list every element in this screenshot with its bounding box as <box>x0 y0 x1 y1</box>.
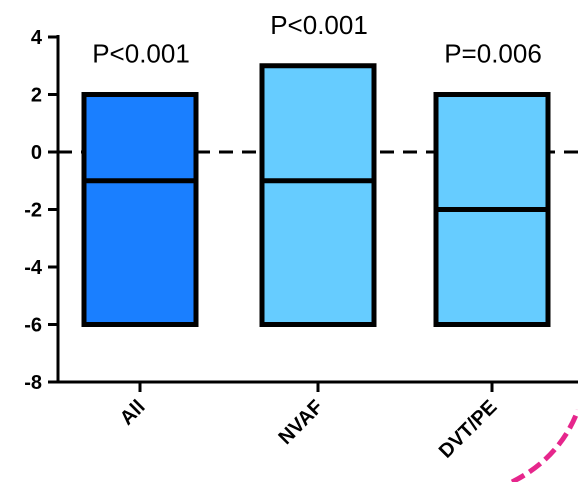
y-tick-label: -4 <box>24 257 43 279</box>
p-value-label: P<0.001 <box>270 10 368 40</box>
y-tick-label: 2 <box>31 85 42 107</box>
y-tick-label: -6 <box>24 315 42 337</box>
y-tick-label: 4 <box>31 27 43 49</box>
boxes <box>81 63 551 327</box>
p-value-labels: P<0.001 P<0.001 P=0.006 <box>92 10 542 69</box>
y-tick-label: -8 <box>24 372 42 394</box>
x-axis: All NVAF DVT/PE <box>56 380 578 463</box>
y-axis: 4 2 0 -2 -4 -6 -8 <box>24 27 60 394</box>
box-nvaf <box>259 63 377 327</box>
x-category-label: DVT/PE <box>435 396 502 463</box>
x-category-label: All <box>116 396 150 430</box>
y-tick-label: -2 <box>24 200 42 222</box>
p-value-label: P=0.006 <box>444 39 542 69</box>
p-value-label: P<0.001 <box>92 39 190 69</box>
box-all <box>81 92 199 327</box>
y-tick-label: 0 <box>31 142 42 164</box>
pink-annotation-arc <box>510 409 578 482</box>
x-category-label: NVAF <box>275 396 328 449</box>
